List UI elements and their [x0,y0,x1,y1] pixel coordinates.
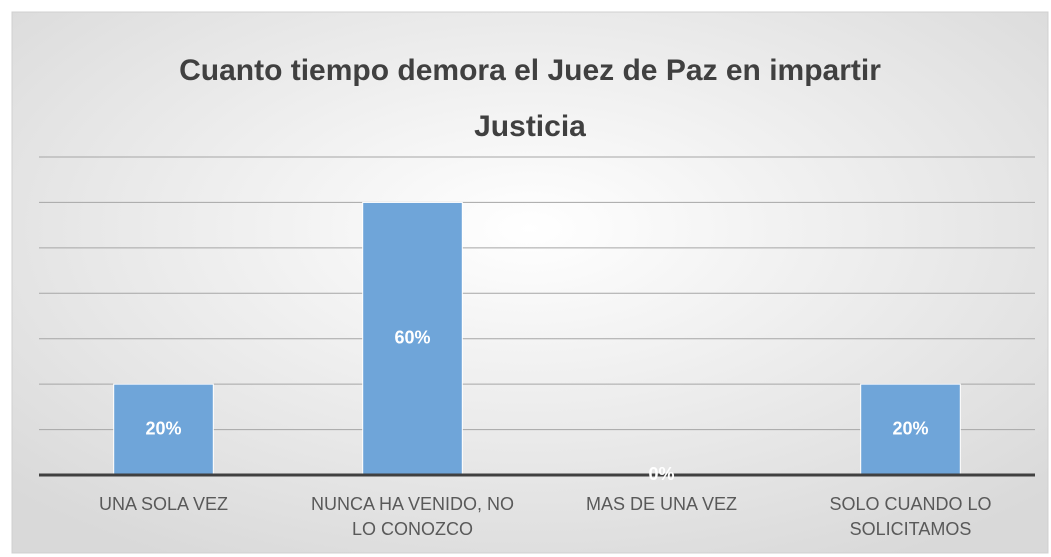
data-label: 20% [892,418,928,438]
x-tick-label: UNA SOLA VEZ [99,494,228,514]
x-tick-label: MAS DE UNA VEZ [586,494,737,514]
x-tick-label: NUNCA HA VENIDO, NO LO CONOZCO [311,494,514,539]
bar [113,383,214,476]
data-label: 20% [145,418,181,438]
data-label: 0% [648,464,674,484]
x-tick-label: SOLO CUANDO LO SOLICITAMOS [829,494,991,539]
chart-title: Cuanto tiempo demora el Juez de Paz en i… [179,54,881,143]
data-label: 60% [394,327,430,347]
bar [362,201,463,476]
